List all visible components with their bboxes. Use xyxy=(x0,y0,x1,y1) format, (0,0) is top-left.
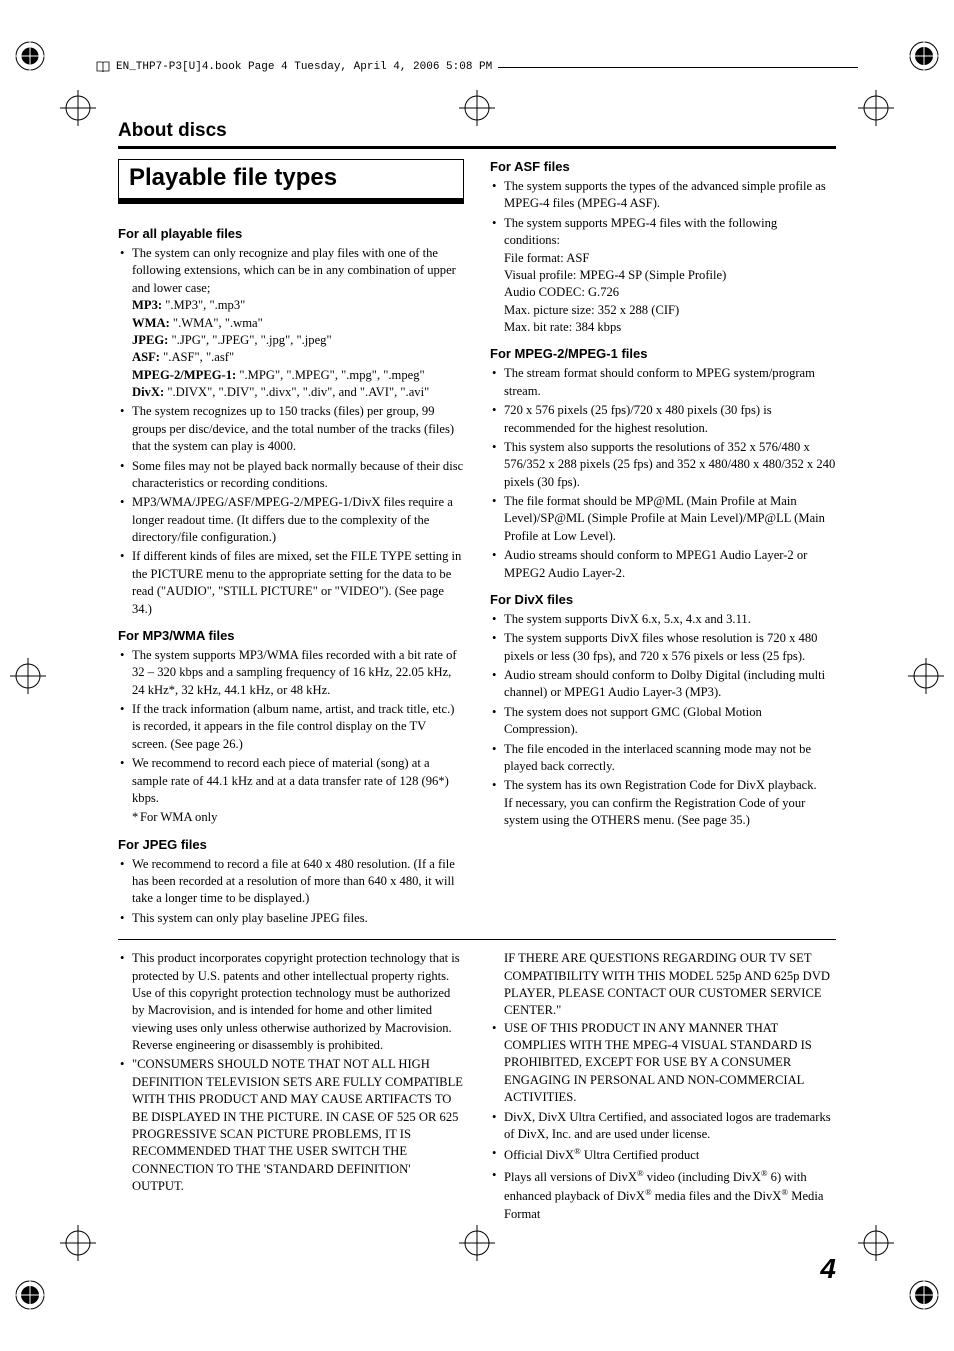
subhead: For DivX files xyxy=(490,592,836,607)
list-item: The system recognizes up to 150 tracks (… xyxy=(118,403,464,455)
list-item: Audio streams should conform to MPEG1 Au… xyxy=(490,547,836,582)
list-item: The system supports DivX 6.x, 5.x, 4.x a… xyxy=(490,611,836,628)
registration-mark-icon xyxy=(904,1275,944,1315)
subhead: For ASF files xyxy=(490,159,836,174)
list-item: The system has its own Registration Code… xyxy=(490,777,836,829)
book-icon xyxy=(96,60,110,74)
list-item: 720 x 576 pixels (25 fps)/720 x 480 pixe… xyxy=(490,402,836,437)
crop-mark-icon xyxy=(60,90,96,126)
list-item: Audio stream should conform to Dolby Dig… xyxy=(490,667,836,702)
subhead: For MPEG-2/MPEG-1 files xyxy=(490,346,836,361)
list-item: The file format should be MP@ML (Main Pr… xyxy=(490,493,836,545)
page-number: 4 xyxy=(820,1253,836,1285)
divider xyxy=(118,146,836,149)
subhead: For JPEG files xyxy=(118,837,464,852)
registration-mark-icon xyxy=(10,36,50,76)
crop-mark-icon xyxy=(60,1225,96,1261)
list-item: The system supports the types of the adv… xyxy=(490,178,836,213)
print-header-text: EN_THP7-P3[U]4.book Page 4 Tuesday, Apri… xyxy=(116,61,492,73)
list-item: We recommend to record a file at 640 x 4… xyxy=(118,856,464,908)
registration-mark-icon xyxy=(904,36,944,76)
list-item: This product incorporates copyright prot… xyxy=(118,950,464,1054)
list-item: If the track information (album name, ar… xyxy=(118,701,464,753)
list-item: The system can only recognize and play f… xyxy=(118,245,464,401)
list-item: The system supports MPEG-4 files with th… xyxy=(490,215,836,337)
text-block: IF THERE ARE QUESTIONS REGARDING OUR TV … xyxy=(490,950,836,1020)
page-heading: Playable file types xyxy=(118,159,464,204)
footnote: For WMA only xyxy=(118,809,464,826)
crop-mark-icon xyxy=(858,90,894,126)
list-item: Some files may not be played back normal… xyxy=(118,458,464,493)
list-item: Plays all versions of DivX® video (inclu… xyxy=(490,1167,836,1224)
section-title: About discs xyxy=(118,120,836,142)
list-item: "CONSUMERS SHOULD NOTE THAT NOT ALL HIGH… xyxy=(118,1056,464,1195)
list-item: This system can only play baseline JPEG … xyxy=(118,910,464,927)
list-item: We recommend to record each piece of mat… xyxy=(118,755,464,807)
list-item: The stream format should conform to MPEG… xyxy=(490,365,836,400)
list-item: The file encoded in the interlaced scann… xyxy=(490,741,836,776)
list-item: The system does not support GMC (Global … xyxy=(490,704,836,739)
list-item: MP3/WMA/JPEG/ASF/MPEG-2/MPEG-1/DivX file… xyxy=(118,494,464,546)
list-item: USE OF THIS PRODUCT IN ANY MANNER THAT C… xyxy=(490,1020,836,1107)
crop-mark-icon xyxy=(858,1225,894,1261)
list-item: The system supports DivX files whose res… xyxy=(490,630,836,665)
crop-mark-icon xyxy=(10,658,46,694)
subhead: For all playable files xyxy=(118,226,464,241)
list-item: DivX, DivX Ultra Certified, and associat… xyxy=(490,1109,836,1144)
print-header: EN_THP7-P3[U]4.book Page 4 Tuesday, Apri… xyxy=(96,60,858,74)
list-item: If different kinds of files are mixed, s… xyxy=(118,548,464,618)
list-item: This system also supports the resolution… xyxy=(490,439,836,491)
subhead: For MP3/WMA files xyxy=(118,628,464,643)
crop-mark-icon xyxy=(908,658,944,694)
list-item: Official DivX® Ultra Certified product xyxy=(490,1145,836,1165)
divider xyxy=(118,939,836,940)
crop-mark-icon xyxy=(459,1225,495,1261)
registration-mark-icon xyxy=(10,1275,50,1315)
list-item: The system supports MP3/WMA files record… xyxy=(118,647,464,699)
